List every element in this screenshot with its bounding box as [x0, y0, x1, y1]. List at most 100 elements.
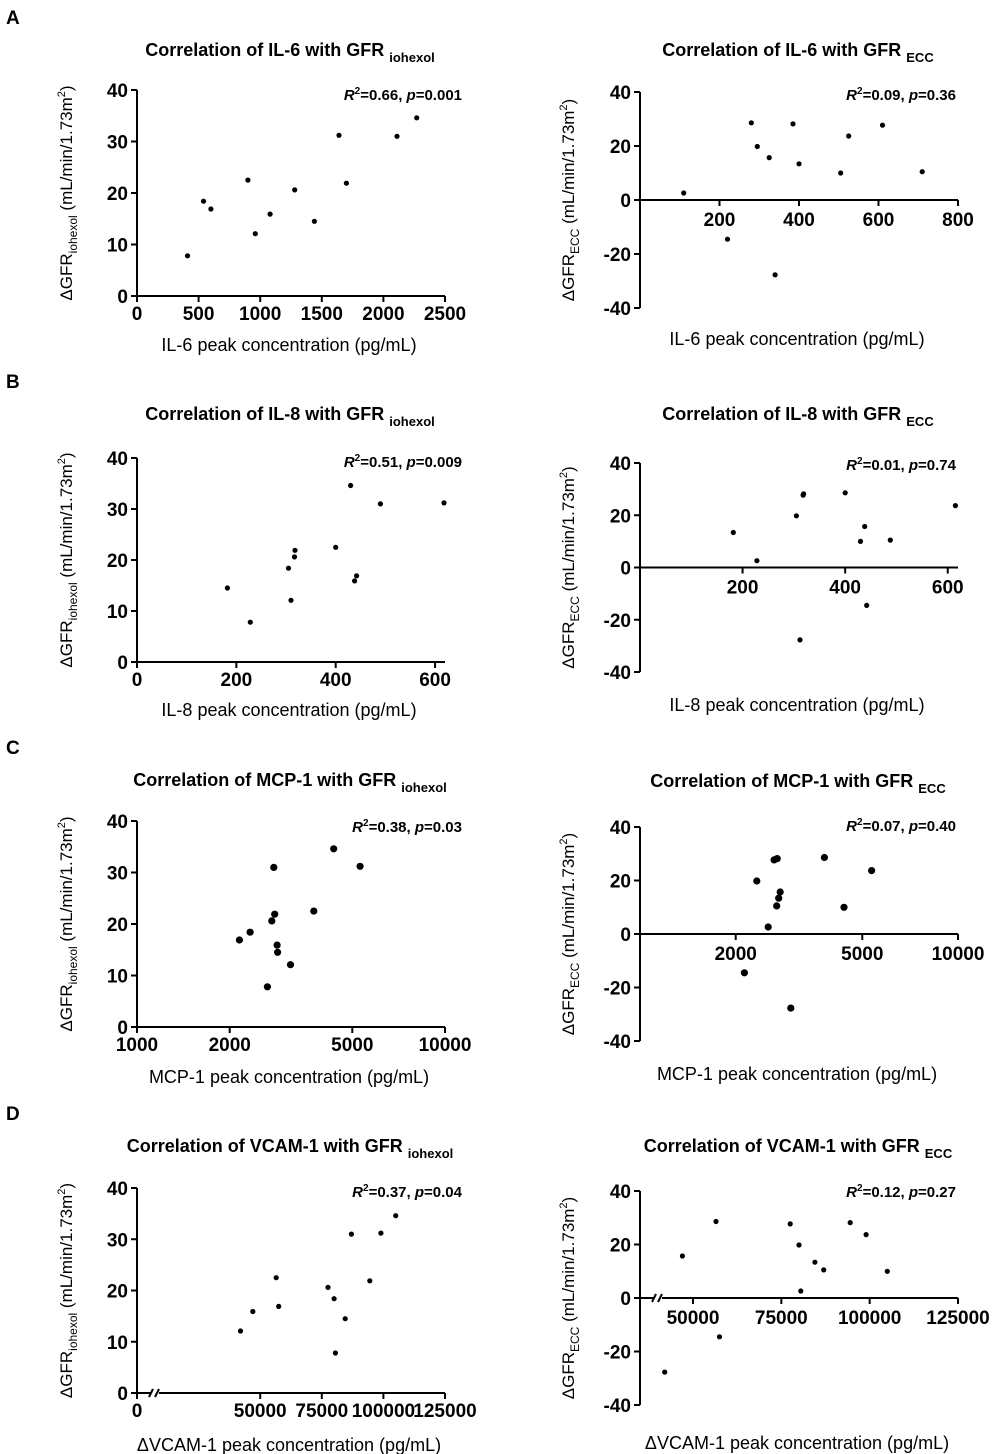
chart-2: Correlation of IL-6 with GFR ECC R2=0.09,…	[558, 40, 974, 349]
chart-7-point	[331, 1296, 337, 1302]
chart-4-y-tick-label: -40	[604, 663, 631, 684]
chart-1-point	[394, 133, 400, 139]
chart-4-point	[887, 537, 893, 543]
chart-1-stat: R2=0.66, p=0.001	[344, 86, 462, 104]
chart-5-x-tick-label: 2000	[209, 1035, 251, 1056]
chart-7-point	[393, 1213, 399, 1219]
chart-2-y-tick-label: -20	[604, 245, 631, 266]
chart-3-point	[352, 578, 358, 584]
chart-6-stat: R2=0.07, p=0.40	[846, 817, 956, 835]
chart-4-x-tick-label: 400	[829, 578, 861, 599]
chart-8-title: Correlation of VCAM-1 with GFR ECC	[644, 1136, 953, 1161]
chart-6-title: Correlation of MCP-1 with GFR ECC	[650, 771, 946, 796]
chart-3-x-label: IL-8 peak concentration (pg/mL)	[161, 700, 416, 720]
chart-2-x-tick-label: 400	[783, 210, 815, 231]
chart-3-point	[348, 482, 354, 489]
chart-6-point	[773, 902, 781, 910]
chart-4-point	[797, 637, 803, 643]
chart-5-x-tick-label: 5000	[331, 1035, 373, 1056]
chart-5-point	[286, 961, 295, 969]
chart-4-point	[952, 503, 959, 509]
chart-8-axis-break	[651, 1293, 657, 1303]
chart-3-x-tick-label: 400	[320, 670, 352, 691]
chart-8-stat: R2=0.12, p=0.27	[846, 1183, 956, 1201]
chart-2-x-tick-label: 800	[942, 210, 974, 231]
chart-7-x-tick-label: 50000	[234, 1401, 287, 1422]
chart-8-point	[713, 1218, 719, 1225]
chart-1-point	[245, 177, 251, 183]
chart-1-x-label: IL-6 peak concentration (pg/mL)	[161, 335, 416, 355]
chart-3-point	[288, 597, 294, 603]
chart-4: Correlation of IL-8 with GFR ECC R2=0.01,…	[558, 404, 964, 715]
chart-5-y-tick-label: 20	[107, 915, 128, 936]
chart-1-x-tick-label: 0	[132, 304, 143, 325]
chart-3-point	[377, 501, 383, 507]
chart-2-point	[796, 161, 802, 167]
chart-5-point	[310, 907, 318, 915]
chart-2-point	[790, 121, 796, 127]
chart-1-point	[336, 132, 342, 138]
chart-4-point	[801, 491, 807, 497]
chart-3-point	[333, 544, 339, 550]
chart-2-x-tick-label: 600	[863, 210, 895, 231]
chart-5-y-tick-label: 30	[107, 864, 128, 885]
chart-8-y-tick-label: 40	[610, 1182, 631, 1203]
chart-4-title: Correlation of IL-8 with GFR ECC	[662, 404, 934, 429]
chart-6-point	[776, 888, 784, 896]
chart-2-point	[724, 236, 731, 242]
chart-4-x-label: IL-8 peak concentration (pg/mL)	[669, 695, 924, 715]
chart-1: Correlation of IL-6 with GFR iohexol R2=0…	[56, 40, 466, 355]
chart-4-point	[857, 538, 864, 545]
panel-label-d: D	[6, 1104, 20, 1125]
chart-7-y-tick-label: 20	[107, 1282, 128, 1303]
chart-3-y-tick-label: 30	[107, 500, 128, 521]
chart-7-x-tick-label: 75000	[295, 1401, 348, 1422]
chart-6-point	[787, 1004, 795, 1012]
chart-2-y-tick-label: 40	[610, 83, 631, 104]
chart-8-point	[847, 1220, 853, 1226]
chart-5: Correlation of MCP-1 with GFR iohexol R2=…	[56, 770, 471, 1087]
chart-1-point	[184, 253, 191, 259]
chart-1-point	[343, 180, 349, 186]
chart-7-title: Correlation of VCAM-1 with GFR iohexol	[127, 1136, 454, 1161]
chart-8-x-tick-label: 125000	[926, 1308, 989, 1329]
chart-6-x-tick-label: 2000	[715, 944, 757, 965]
chart-6-point	[753, 877, 761, 885]
chart-6-y-tick-label: 20	[610, 872, 631, 893]
chart-5-point	[268, 917, 276, 925]
chart-5-y-label: ΔGFRiohexol (mL/min/1.73m2)	[56, 816, 80, 1031]
chart-8-point	[716, 1334, 723, 1340]
chart-3-x-tick-label: 0	[132, 670, 143, 691]
chart-6-point	[764, 923, 772, 931]
chart-2-y-label: ΔGFRECC (mL/min/1.73m2)	[558, 99, 582, 301]
chart-7-x-tick-label: 100000	[352, 1401, 415, 1422]
chart-8-y-tick-label: 20	[610, 1236, 631, 1257]
chart-1-x-tick-label: 2500	[424, 304, 466, 325]
chart-1-x-tick-label: 2000	[362, 304, 404, 325]
chart-1-x-tick-label: 500	[183, 304, 215, 325]
chart-1-y-tick-label: 10	[107, 236, 128, 257]
chart-1-point	[311, 218, 317, 224]
chart-2-point	[879, 122, 886, 128]
chart-2-point	[772, 272, 778, 278]
chart-7: Correlation of VCAM-1 with GFR iohexol R2…	[56, 1136, 477, 1454]
chart-1-title: Correlation of IL-6 with GFR iohexol	[145, 40, 435, 65]
chart-3-y-label: ΔGFRiohexol (mL/min/1.73m2)	[56, 452, 80, 667]
chart-6: Correlation of MCP-1 with GFR ECC R2=0.07…	[558, 771, 984, 1084]
chart-8-point	[863, 1232, 869, 1238]
chart-2-point	[681, 190, 687, 196]
chart-5-point	[235, 936, 243, 944]
chart-3-y-tick-label: 20	[107, 551, 128, 572]
chart-6-y-tick-label: -40	[604, 1032, 631, 1053]
chart-8-point	[679, 1253, 686, 1259]
chart-2-x-label: IL-6 peak concentration (pg/mL)	[669, 329, 924, 349]
chart-2-point	[919, 169, 925, 175]
chart-5-title: Correlation of MCP-1 with GFR iohexol	[133, 770, 447, 795]
chart-7-point	[342, 1316, 348, 1322]
chart-1-point	[267, 211, 273, 217]
chart-6-point	[740, 969, 749, 977]
chart-8-x-tick-label: 100000	[838, 1308, 901, 1329]
chart-5-x-tick-label: 1000	[116, 1035, 158, 1056]
chart-8-x-tick-label: 75000	[755, 1308, 808, 1329]
